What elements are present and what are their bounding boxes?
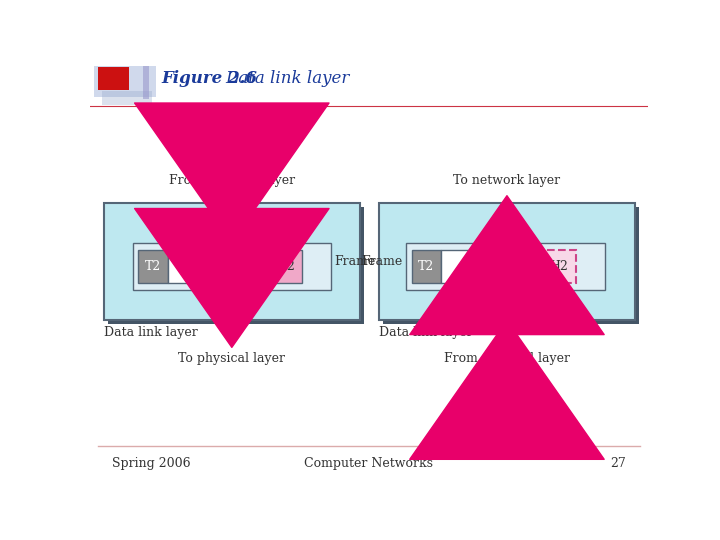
Text: From network layer: From network layer: [168, 174, 295, 187]
Bar: [542, 249, 576, 284]
Text: T2: T2: [145, 260, 161, 273]
Text: T2: T2: [418, 260, 434, 273]
Text: To network layer: To network layer: [454, 174, 560, 187]
Bar: [143, 65, 149, 99]
Bar: [383, 207, 639, 325]
Bar: [406, 244, 605, 289]
Bar: [138, 249, 168, 284]
Bar: [132, 244, 331, 289]
Text: Computer Networks: Computer Networks: [305, 457, 433, 470]
Text: Data link layer: Data link layer: [104, 326, 198, 339]
Text: Frame: Frame: [361, 255, 402, 268]
Bar: [168, 249, 269, 284]
Bar: [269, 249, 302, 284]
Text: Data link layer: Data link layer: [225, 70, 350, 87]
Text: H2: H2: [549, 260, 568, 273]
Text: Frame: Frame: [335, 255, 376, 268]
Bar: [98, 67, 129, 90]
Bar: [102, 91, 152, 105]
Text: 27: 27: [611, 457, 626, 470]
Bar: [104, 204, 360, 320]
Text: H2: H2: [276, 260, 294, 273]
Text: Data link layer: Data link layer: [379, 326, 473, 339]
Text: Data: Data: [202, 260, 235, 274]
Text: Figure 2.6: Figure 2.6: [161, 70, 257, 87]
Bar: [108, 207, 364, 325]
Text: Data: Data: [474, 260, 508, 274]
Bar: [412, 249, 441, 284]
Bar: [379, 204, 635, 320]
Text: Spring 2006: Spring 2006: [112, 457, 190, 470]
Text: From physical layer: From physical layer: [444, 353, 570, 366]
Bar: [94, 66, 156, 97]
Text: To physical layer: To physical layer: [179, 353, 285, 366]
Bar: [441, 249, 542, 284]
